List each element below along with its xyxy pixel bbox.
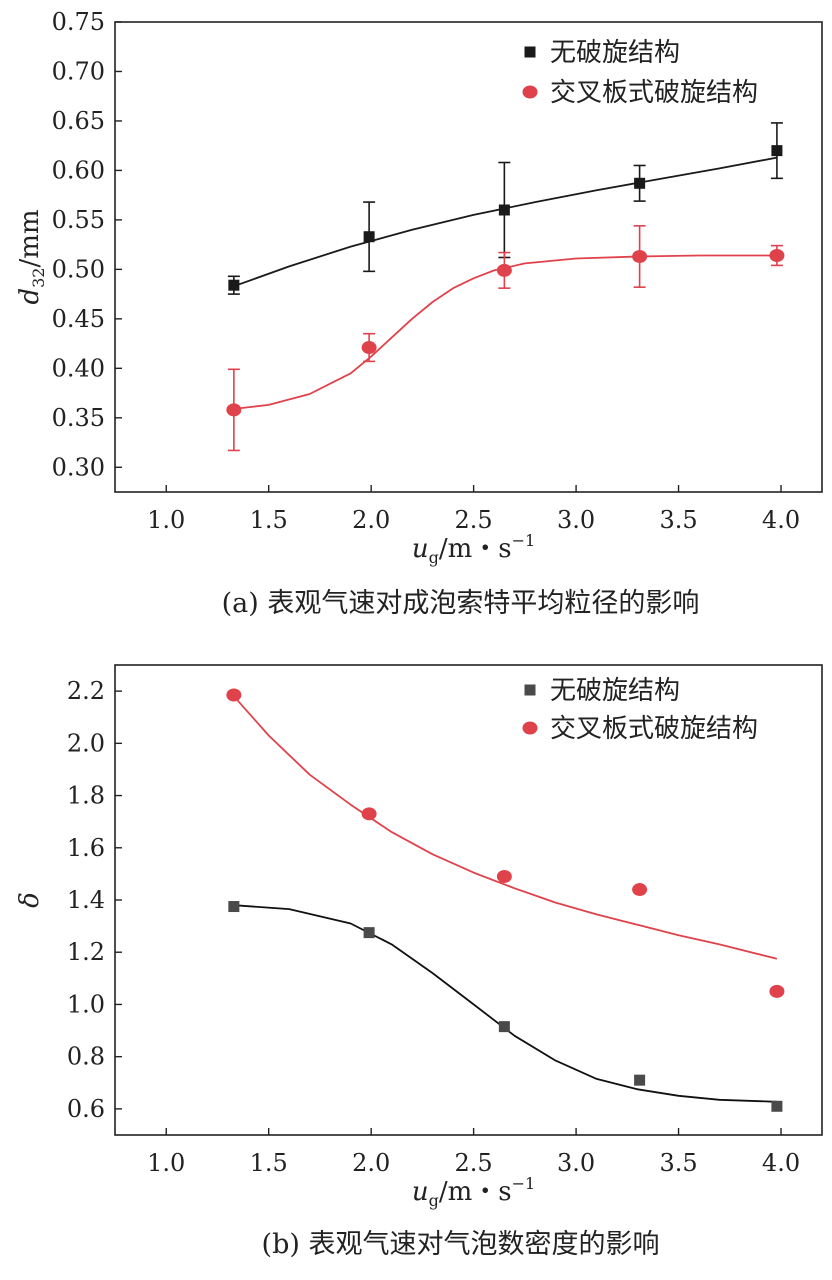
y-tick-label: 2.0	[67, 729, 105, 757]
data-point-circle	[769, 984, 785, 998]
series-cross-plate-breaker	[226, 225, 785, 452]
data-point-circle	[632, 883, 648, 897]
y-tick-label: 0.30	[52, 453, 105, 481]
y-axis-label-main: d	[15, 288, 45, 305]
y-tick-label: 1.8	[67, 782, 105, 810]
x-axis-label: ug/m・s−1	[412, 1174, 535, 1210]
data-point-square	[498, 204, 510, 216]
y-axis-label: δ	[15, 892, 45, 908]
x-axis-label: ug/m・s−1	[412, 531, 535, 567]
y-tick-label: 1.0	[67, 990, 105, 1018]
y-axis-label: d32/mm	[15, 209, 48, 304]
y-tick-label: 0.40	[52, 354, 105, 382]
x-tick-label: 3.5	[659, 1149, 697, 1177]
data-point-circle	[496, 870, 512, 883]
legend-marker-square	[524, 684, 536, 696]
y-tick-label: 0.60	[52, 156, 105, 184]
data-point-square	[228, 901, 240, 913]
legend-item: 无破旋结构	[524, 676, 680, 706]
x-axis-label-sub: g	[429, 548, 439, 567]
y-tick-label: 1.6	[67, 834, 105, 862]
x-tick-label: 2.0	[352, 506, 390, 534]
legend-item: 无破旋结构	[524, 38, 680, 68]
y-tick-label: 0.6	[67, 1095, 105, 1123]
legend-label: 交叉板式破旋结构	[550, 78, 758, 108]
x-tick-label: 3.5	[659, 506, 697, 534]
y-axis-label-main: δ	[15, 892, 45, 908]
x-axis-label-main: u	[412, 534, 429, 564]
chart-panel-b: 1.0 1.5 2.0 2.5 3.0 3.5 4.0 0.6 0.8 1.0 1.2 1.4 1.6 1…	[15, 664, 823, 1260]
x-tick-label: 2.5	[455, 1149, 493, 1177]
series-no-breaker	[227, 122, 783, 295]
chart-panel-a: 1.0 1.5 2.0 2.5 3.0 3.5 4.0 0.30 0.35 0.40 0.45 0.5…	[15, 8, 823, 619]
x-tick-label: 4.0	[762, 1149, 800, 1177]
data-point-square	[771, 1100, 783, 1112]
y-tick-label: 0.50	[52, 255, 105, 283]
x-tick-label: 3.0	[557, 1149, 595, 1177]
x-axis-label-sub: g	[429, 1191, 439, 1210]
data-point-circle	[361, 341, 377, 355]
legend-label: 交叉板式破旋结构	[550, 714, 758, 744]
y-tick-label: 0.75	[52, 8, 105, 36]
series-cross-plate-breaker	[226, 688, 785, 998]
data-point-square	[634, 177, 646, 189]
data-point-circle	[226, 688, 242, 702]
x-tick-label: 2.5	[455, 506, 493, 534]
data-point-square	[634, 1074, 646, 1086]
legend-item: 交叉板式破旋结构	[522, 78, 758, 108]
series-no-breaker	[228, 901, 783, 1112]
x-tick-label: 4.0	[762, 506, 800, 534]
x-axis-label-sup: −1	[512, 1174, 536, 1193]
legend-item: 交叉板式破旋结构	[522, 714, 758, 744]
y-axis-label-unit: /mm	[15, 209, 45, 267]
x-tick-label: 2.0	[352, 1149, 390, 1177]
x-tick-label: 3.0	[557, 506, 595, 534]
x-axis-label-main: u	[412, 1177, 429, 1207]
fit-curve	[233, 254, 777, 410]
x-axis-label-unit: /m・s	[439, 534, 512, 564]
y-axis-label-sub: 32	[29, 268, 48, 288]
y-tick-label: 2.2	[67, 677, 105, 705]
data-point-circle	[226, 403, 242, 417]
x-tick-label: 1.0	[147, 1149, 185, 1177]
y-tick-label: 0.8	[67, 1043, 105, 1071]
x-tick-label: 1.0	[147, 506, 185, 534]
fit-curve	[233, 904, 777, 1103]
legend-label: 无破旋结构	[550, 676, 680, 706]
y-tick-label: 0.45	[52, 305, 105, 333]
data-point-circle	[632, 250, 648, 264]
x-axis-label-unit: /m・s	[439, 1177, 512, 1207]
x-axis-label-sup: −1	[512, 531, 536, 550]
x-tick-label: 1.5	[250, 506, 288, 534]
figure-caption: (a) 表观气速对成泡索特平均粒径的影响	[222, 588, 700, 619]
data-point-square	[228, 279, 240, 291]
data-point-square	[363, 231, 375, 243]
data-point-square	[363, 927, 375, 939]
y-tick-label: 0.65	[52, 107, 105, 135]
legend-marker-circle	[522, 721, 538, 735]
fit-curve	[233, 695, 778, 960]
data-point-circle	[496, 263, 512, 277]
data-point-circle	[361, 807, 377, 821]
legend-marker-square	[524, 46, 536, 58]
y-tick-label: 1.2	[67, 938, 105, 966]
legend-marker-circle	[522, 85, 538, 99]
x-tick-label: 1.5	[250, 1149, 288, 1177]
data-point-square	[771, 145, 783, 157]
plot-frame	[114, 21, 823, 493]
y-tick-label: 0.55	[52, 206, 105, 234]
legend-label: 无破旋结构	[550, 38, 680, 68]
y-tick-label: 0.35	[52, 404, 105, 432]
data-point-circle	[769, 249, 785, 263]
figure-caption: (b) 表观气速对气泡数密度的影响	[262, 1229, 660, 1260]
y-tick-label: 0.70	[52, 57, 105, 85]
y-tick-label: 1.4	[67, 886, 105, 914]
data-point-square	[498, 1021, 510, 1033]
